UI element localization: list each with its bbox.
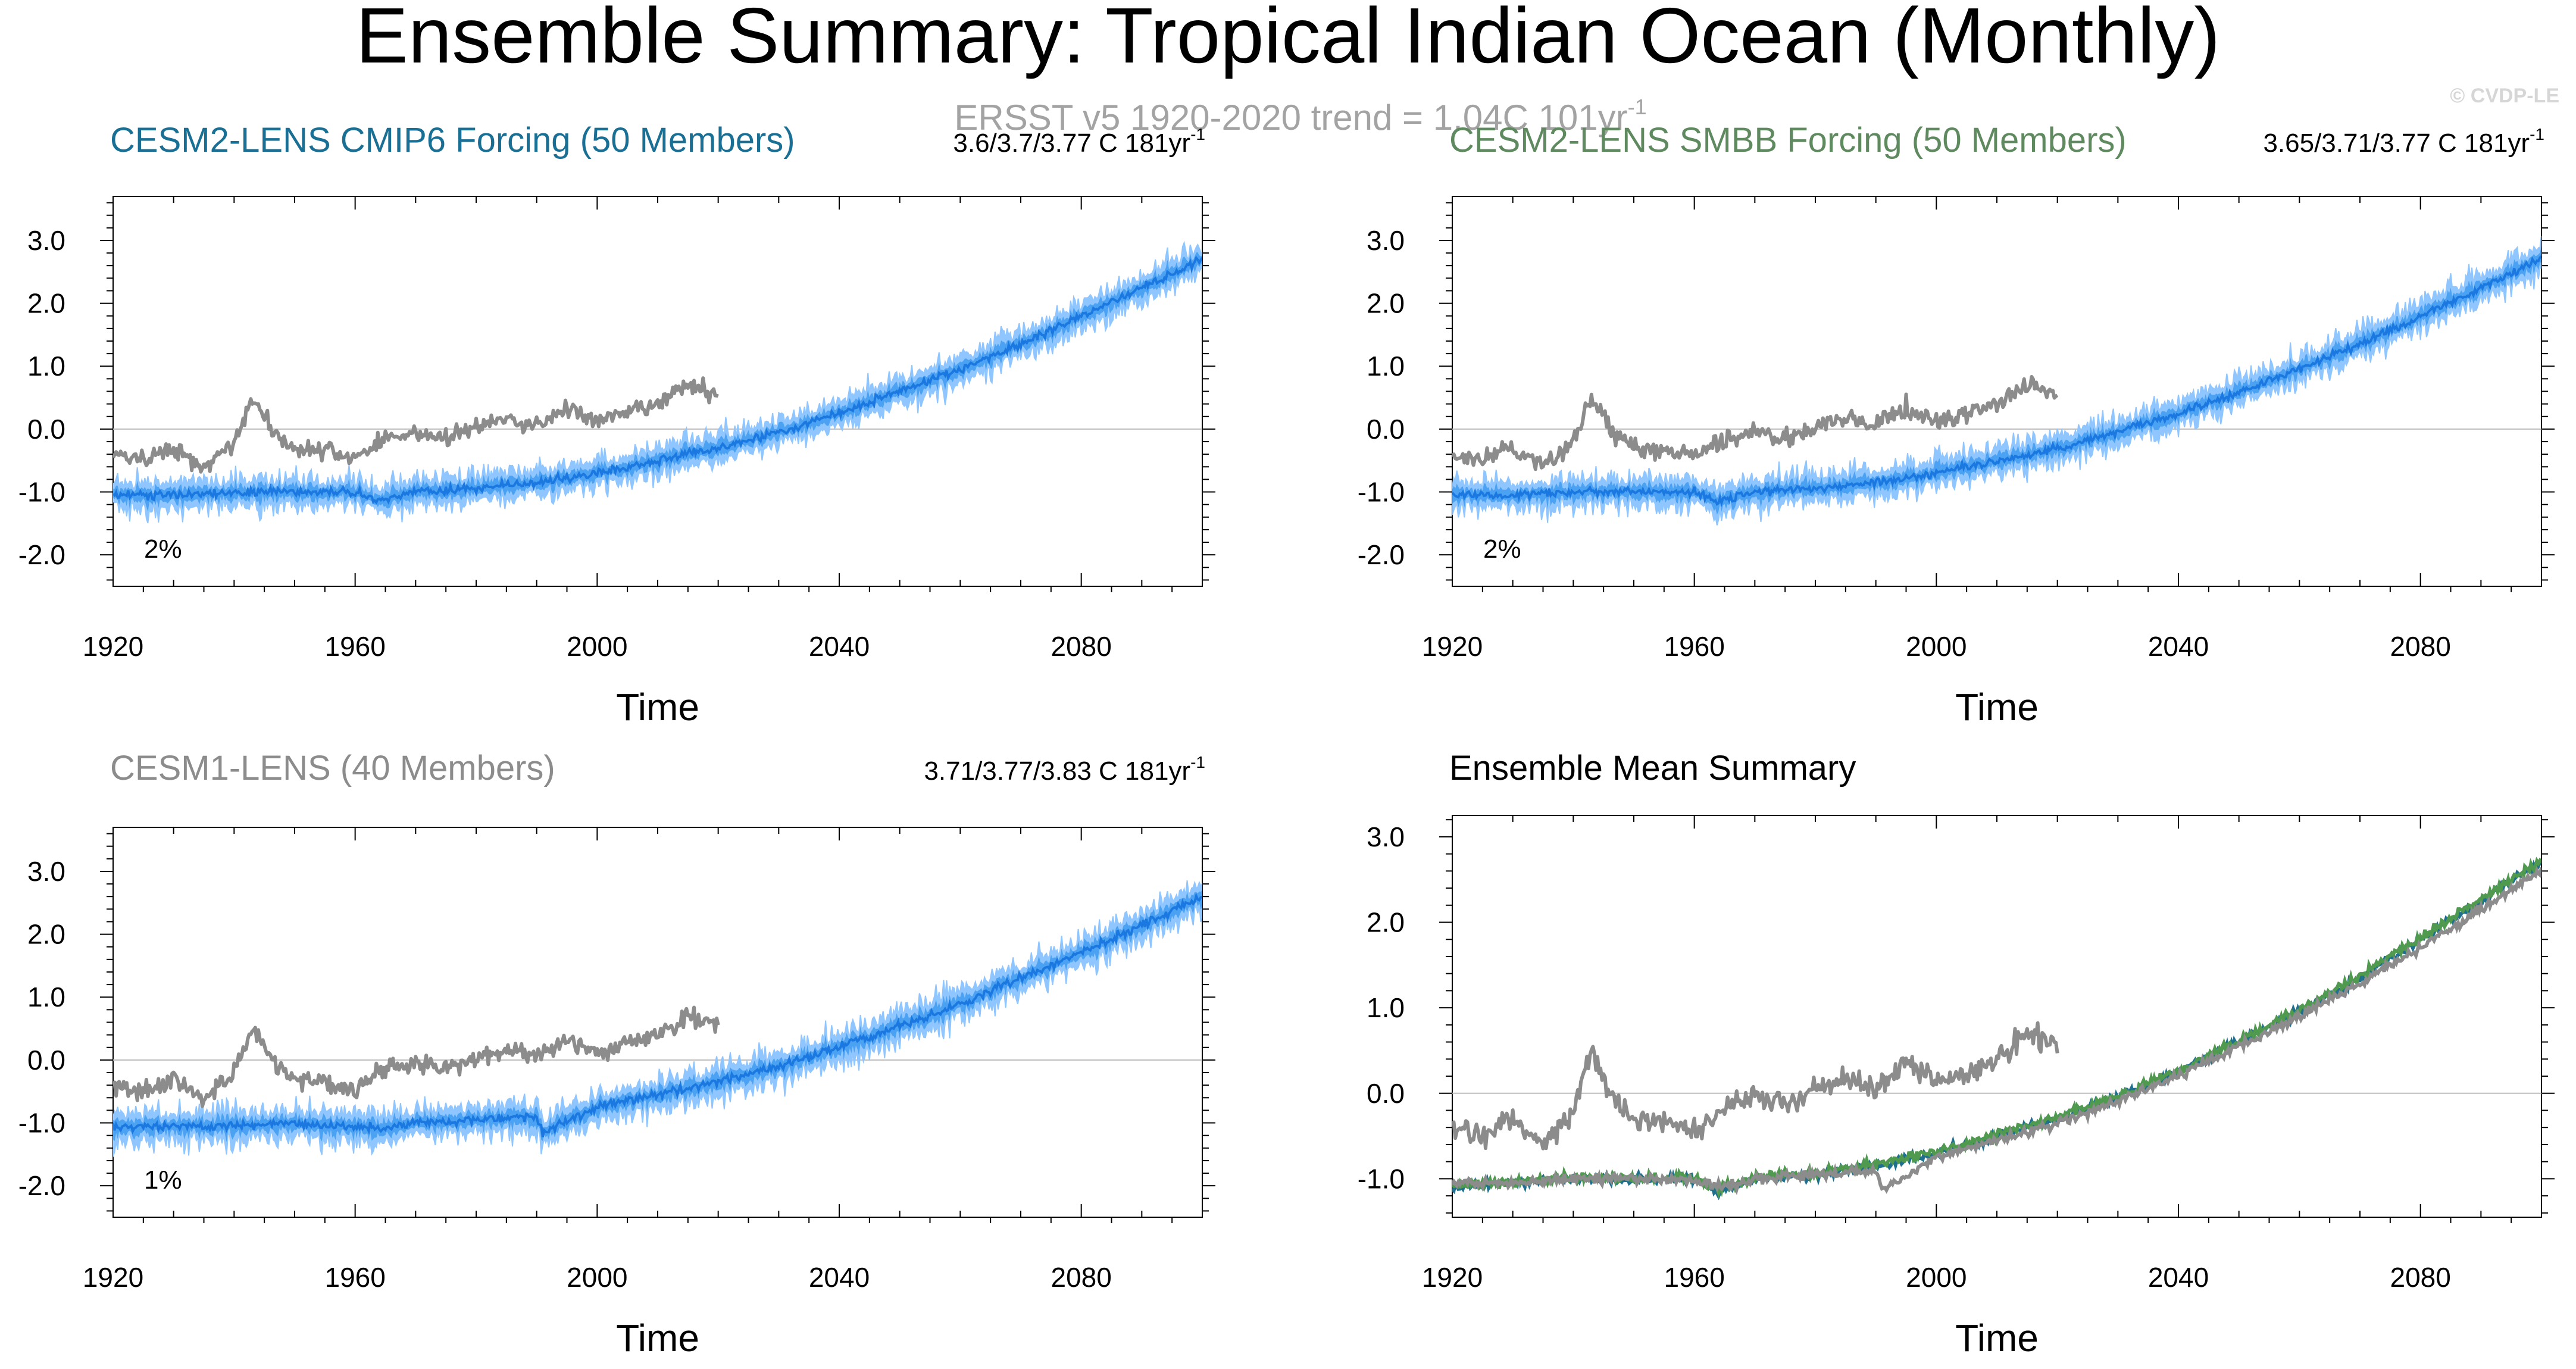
x-tick-label: 2000 (567, 631, 627, 662)
ensemble-mean-series-line (1452, 865, 2541, 1196)
y-tick-label: 2.0 (1367, 288, 1405, 319)
x-tick-label: 2080 (1051, 1262, 1111, 1293)
y-tick-label: -2.0 (18, 539, 65, 570)
x-tick-label: 2000 (567, 1262, 627, 1293)
y-tick-label: 1.0 (1367, 992, 1405, 1023)
y-tick-label: 3.0 (1367, 821, 1405, 852)
x-tick-label: 2040 (809, 631, 870, 662)
x-tick-label: 1960 (1664, 1262, 1724, 1293)
watermark: © CVDP-LE (2450, 85, 2559, 107)
y-tick-label: 0.0 (1367, 414, 1405, 445)
ensemble-mean-line (113, 892, 1202, 1137)
y-tick-label: 3.0 (27, 225, 65, 256)
y-tick-label: -2.0 (1358, 539, 1405, 570)
ensemble-mean-line (1452, 255, 2541, 507)
y-tick-label: -1.0 (18, 477, 65, 508)
observed-series-line (1452, 374, 2059, 471)
x-axis-label: Time (616, 686, 699, 729)
y-tick-label: 0.0 (1367, 1078, 1405, 1109)
observed-series-line (113, 376, 719, 474)
ensemble-mean-series-line (1452, 857, 2541, 1199)
trend-value: 3.65/3.71/3.77 C 181yr (2263, 129, 2530, 158)
x-axis-label: Time (1955, 686, 2039, 729)
y-tick-label: 2.0 (27, 919, 65, 950)
chart-panels: 1920 1960 2000 2040 2080 3.0 2.0 1.0 0.0 -1.0 -2.0… (18, 121, 2555, 1359)
panel-title: CESM2-LENS CMIP6 Forcing (50 Members) (110, 121, 795, 160)
chart-panel-3: 1920 1960 2000 2040 2080 3.0 2.0 1.0 0.0 -1.0 -2.0… (18, 749, 1215, 1359)
observed-trend-unit-exponent: -1 (1628, 95, 1647, 119)
y-tick-label: 3.0 (27, 856, 65, 887)
plot-area (113, 880, 1202, 1157)
x-axis-label: Time (1955, 1317, 2039, 1359)
x-tick-label: 2080 (1051, 631, 1111, 662)
trend-label: 3.71/3.77/3.83 C 181yr-1 (924, 753, 1205, 786)
x-tick-label: 2080 (2390, 1262, 2450, 1293)
ensemble-inner-band (113, 890, 1202, 1142)
y-tick-label: 1.0 (1367, 351, 1405, 382)
observed-trend-text: ERSST v5 1920-2020 trend = 1.04C 101yr (954, 98, 1627, 137)
x-tick-label: 2040 (2148, 1262, 2209, 1293)
observed-series-line (1452, 1021, 2059, 1151)
plot-area (1452, 857, 2541, 1201)
y-tick-label: 0.0 (27, 414, 65, 445)
ensemble-mean-line (113, 255, 1202, 505)
x-tick-label: 1920 (83, 1262, 143, 1293)
plot-area (113, 240, 1202, 524)
figure-title: Ensemble Summary: Tropical Indian Ocean … (356, 0, 2221, 79)
trend-unit-exponent: -1 (1190, 125, 1205, 143)
x-tick-label: 1960 (1664, 631, 1724, 662)
trend-value: 3.6/3.7/3.77 C 181yr (953, 129, 1190, 158)
chart-panel-1: 1920 1960 2000 2040 2080 3.0 2.0 1.0 0.0 -1.0 -2.0… (18, 121, 1215, 729)
y-tick-label: -2.0 (18, 1170, 65, 1201)
y-tick-label: 3.0 (1367, 225, 1405, 256)
y-tick-label: -1.0 (1358, 477, 1405, 508)
trend-unit-exponent: -1 (2530, 125, 2544, 143)
x-tick-label: 2000 (1906, 1262, 1967, 1293)
chart-panel-2: 1920 1960 2000 2040 2080 3.0 2.0 1.0 0.0 -1.0 -2.0… (1358, 121, 2555, 729)
x-tick-label: 2040 (809, 1262, 870, 1293)
x-tick-label: 1920 (83, 631, 143, 662)
y-tick-label: 0.0 (27, 1045, 65, 1076)
x-tick-label: 1960 (324, 631, 385, 662)
observed-trend-subtitle: ERSST v5 1920-2020 trend = 1.04C 101yr-1 (954, 95, 1646, 137)
panel-title: Ensemble Mean Summary (1449, 749, 1856, 787)
y-tick-label: -1.0 (18, 1108, 65, 1139)
x-axis-label: Time (616, 1317, 699, 1359)
trend-label: 3.65/3.71/3.77 C 181yr-1 (2263, 125, 2544, 158)
trend-value: 3.71/3.77/3.83 C 181yr (924, 757, 1190, 786)
y-tick-label: 2.0 (1367, 907, 1405, 938)
percentile-rank-label: 2% (144, 535, 182, 564)
x-tick-label: 1960 (324, 1262, 385, 1293)
ensemble-inner-band (113, 252, 1202, 512)
trend-label: 3.6/3.7/3.77 C 181yr-1 (953, 125, 1205, 158)
trend-unit-exponent: -1 (1190, 753, 1205, 771)
percentile-rank-label: 1% (144, 1165, 182, 1195)
x-tick-label: 1920 (1422, 631, 1483, 662)
panel-title: CESM1-LENS (40 Members) (110, 749, 555, 787)
plot-area (1452, 236, 2541, 526)
x-tick-label: 2080 (2390, 631, 2450, 662)
panel-title: CESM2-LENS SMBB Forcing (50 Members) (1449, 121, 2127, 160)
x-tick-label: 1920 (1422, 1262, 1483, 1293)
y-tick-label: 1.0 (27, 351, 65, 382)
observed-series-line (113, 1005, 720, 1108)
chart-panel-4: 1920 1960 2000 2040 2080 3.0 2.0 1.0 0.0 -1.0 Ense… (1358, 749, 2555, 1359)
ensemble-spread-band (1452, 236, 2541, 526)
y-tick-label: -1.0 (1358, 1163, 1405, 1194)
percentile-rank-label: 2% (1483, 535, 1521, 564)
x-tick-label: 2040 (2148, 631, 2209, 662)
y-tick-label: 1.0 (27, 982, 65, 1012)
x-tick-label: 2000 (1906, 631, 1967, 662)
y-tick-label: 2.0 (27, 288, 65, 319)
